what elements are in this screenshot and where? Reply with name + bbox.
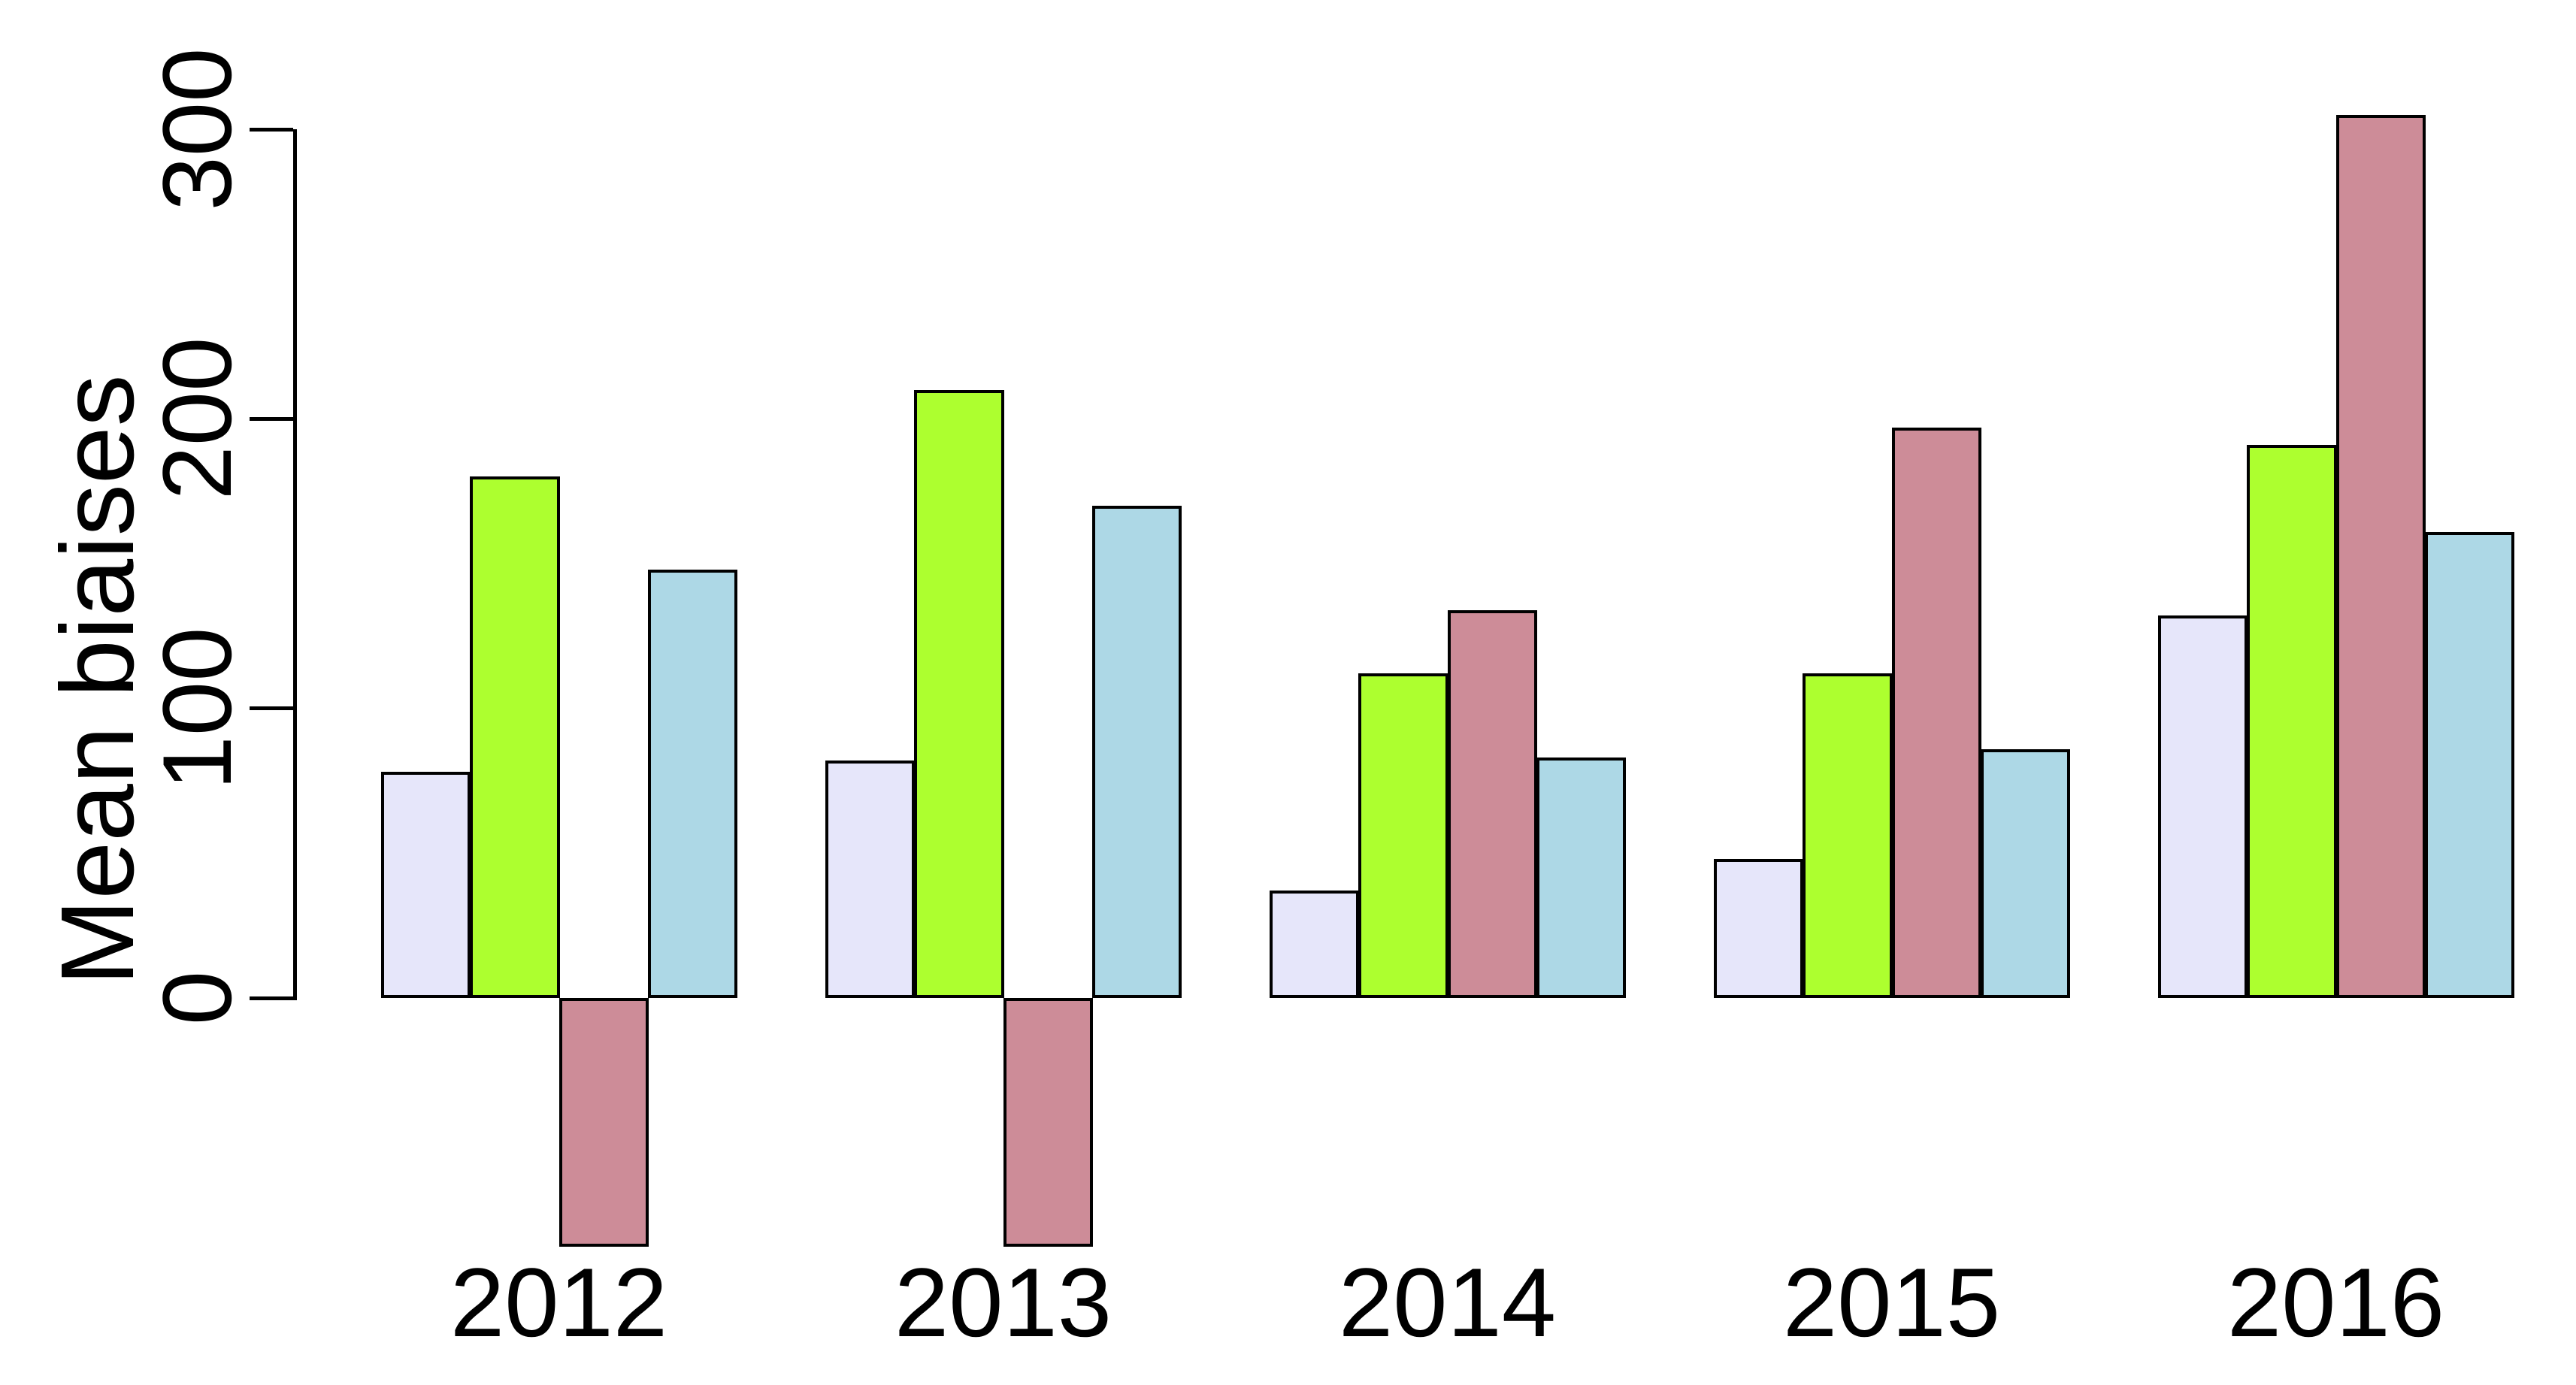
bar-2015-series-4-lightblue (1980, 748, 2070, 998)
bar-2015-series-1-lavender (1714, 859, 1804, 998)
y-tick-label-100: 100 (142, 627, 252, 791)
y-tick-label-300: 300 (142, 47, 252, 211)
bar-2015-series-3-pink (1891, 427, 1981, 998)
y-axis-line (293, 129, 297, 1000)
bar-2016-series-4-lightblue (2424, 531, 2514, 998)
bar-2012-series-3-pink (558, 998, 649, 1247)
bar-2012-series-1-lavender (381, 772, 471, 998)
bar-2014-series-2-greenyellow (1358, 673, 1448, 998)
bar-2012-series-4-lightblue (647, 569, 737, 998)
bar-2013-series-1-lavender (825, 761, 916, 998)
y-tick-100 (250, 706, 293, 711)
bar-2015-series-2-greenyellow (1803, 673, 1893, 998)
y-axis-title: Mean biaises (40, 374, 156, 986)
y-tick-200 (250, 416, 293, 421)
x-label-2015: 2015 (1782, 1247, 2001, 1357)
bar-2014-series-1-lavender (1270, 891, 1360, 998)
y-tick-0 (250, 996, 293, 1000)
bar-2013-series-3-pink (1003, 998, 1093, 1247)
bar-2013-series-4-lightblue (1091, 505, 1182, 998)
bar-2012-series-2-greenyellow (470, 476, 560, 998)
x-label-2013: 2013 (894, 1247, 1112, 1357)
bar-2014-series-4-lightblue (1536, 758, 1626, 998)
x-label-2012: 2012 (450, 1247, 668, 1357)
y-tick-300 (250, 127, 293, 132)
bar-2016-series-2-greenyellow (2247, 445, 2337, 998)
bar-2013-series-2-greenyellow (914, 389, 1004, 998)
y-tick-label-0: 0 (142, 970, 252, 1026)
x-label-2014: 2014 (1338, 1247, 1557, 1357)
y-tick-label-200: 200 (142, 337, 252, 500)
bar-2014-series-3-pink (1447, 609, 1537, 998)
x-label-2016: 2016 (2226, 1247, 2445, 1357)
bar-2016-series-3-pink (2335, 114, 2426, 998)
bar-2016-series-1-lavender (2158, 615, 2248, 998)
